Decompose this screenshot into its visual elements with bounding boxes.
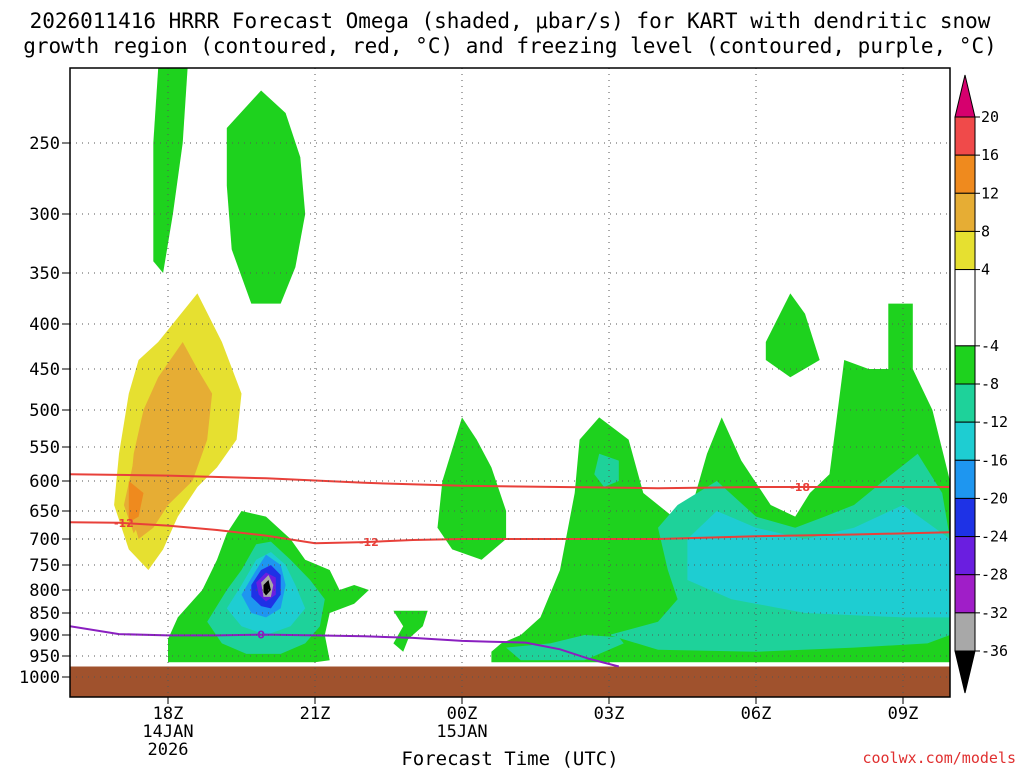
colorbar-top-triangle bbox=[954, 74, 976, 118]
omega-region-0 bbox=[153, 68, 188, 273]
colorbar-label--28: -28 bbox=[981, 566, 1008, 584]
x-tick-label-30-0: 06Z bbox=[741, 704, 772, 724]
colorbar-label--24: -24 bbox=[981, 528, 1008, 546]
y-tick-label-650: 650 bbox=[29, 502, 60, 522]
colorbar-label-8: 8 bbox=[981, 222, 990, 240]
x-tick-label-24-1: 15JAN bbox=[436, 722, 487, 742]
colorbar: 20 16 12 8 4 -4 -8 -12 -16 -20 -24 -28 -32 -36 bbox=[954, 74, 1008, 694]
colorbar-label-4: 4 bbox=[981, 261, 990, 279]
colorbar-band-5 bbox=[954, 345, 976, 385]
chart-title-line2: growth region (contoured, red, °C) and f… bbox=[23, 34, 997, 58]
ground-surface bbox=[70, 666, 950, 697]
x-tick-label-18-0: 18Z bbox=[153, 704, 184, 724]
y-tick-label-600: 600 bbox=[29, 472, 60, 492]
colorbar-bottom-triangle bbox=[954, 650, 976, 694]
colorbar-band-12 bbox=[954, 612, 976, 652]
plot-area: -18 -12 -12 0 bbox=[70, 68, 950, 697]
y-tick-label-300: 300 bbox=[29, 205, 60, 225]
y-tick-label-700: 700 bbox=[29, 530, 60, 550]
colorbar-label--8: -8 bbox=[981, 375, 999, 393]
grid-lines bbox=[69, 67, 951, 698]
colorbar-band-7 bbox=[954, 421, 976, 461]
isotherm-line-0 bbox=[70, 473, 950, 490]
y-tick-label-250: 250 bbox=[29, 134, 60, 154]
colorbar-band-6 bbox=[954, 383, 976, 423]
colorbar-band-2 bbox=[954, 192, 976, 232]
chart-title-line1: 2026011416 HRRR Forecast Omega (shaded, … bbox=[30, 9, 991, 33]
y-tick-label-500: 500 bbox=[29, 401, 60, 421]
x-tick-label-33-0: 09Z bbox=[888, 704, 919, 724]
colorbar-band-3 bbox=[954, 230, 976, 271]
y-tick-label-400: 400 bbox=[29, 315, 60, 335]
omega-region-1 bbox=[226, 90, 306, 304]
colorbar-band-4 bbox=[954, 269, 976, 347]
isotherm-label-1: -12 bbox=[114, 517, 134, 530]
y-tick-label-750: 750 bbox=[29, 556, 60, 576]
x-tick-label-27-0: 03Z bbox=[594, 704, 625, 724]
y-tick-label-850: 850 bbox=[29, 604, 60, 624]
isotherm-label-2: -12 bbox=[359, 536, 379, 549]
isotherm-label-0: -18 bbox=[790, 481, 810, 494]
y-tick-label-1000: 1000 bbox=[19, 668, 60, 688]
omega-region-15 bbox=[437, 417, 507, 560]
y-tick-label-800: 800 bbox=[29, 581, 60, 601]
x-tick-label-18-2: 2026 bbox=[148, 740, 189, 760]
colorbar-label-12: 12 bbox=[981, 184, 999, 202]
y-tick-label-550: 550 bbox=[29, 438, 60, 458]
colorbar-label--32: -32 bbox=[981, 604, 1008, 622]
omega-region-3 bbox=[128, 342, 213, 539]
colorbar-band-11 bbox=[954, 574, 976, 614]
y-tick-label-450: 450 bbox=[29, 360, 60, 380]
freezing-level-label: 0 bbox=[257, 629, 265, 642]
colorbar-band-0 bbox=[954, 116, 976, 156]
omega-region-22 bbox=[599, 590, 619, 611]
x-tick-label-21-0: 21Z bbox=[300, 704, 331, 724]
plot-frame bbox=[69, 67, 951, 698]
omega-region-13 bbox=[263, 580, 271, 596]
y-tick-label-900: 900 bbox=[29, 626, 60, 646]
colorbar-band-10 bbox=[954, 536, 976, 576]
omega-region-20 bbox=[506, 635, 624, 661]
colorbar-label-16: 16 bbox=[981, 146, 999, 164]
colorbar-band-9 bbox=[954, 497, 976, 538]
shaded-omega: -18 -12 -12 0 bbox=[70, 68, 950, 697]
colorbar-label--12: -12 bbox=[981, 413, 1008, 431]
x-tick-label-24-0: 00Z bbox=[447, 704, 478, 724]
x-tick-label-18-1: 14JAN bbox=[142, 722, 193, 742]
colorbar-label--36: -36 bbox=[981, 642, 1008, 660]
credit-link[interactable]: coolwx.com/models bbox=[862, 749, 1016, 767]
colorbar-label--16: -16 bbox=[981, 451, 1008, 469]
y-tick-label-950: 950 bbox=[29, 647, 60, 667]
y-axis: 2503003504004505005506006507007508008509… bbox=[19, 134, 70, 688]
omega-region-5 bbox=[128, 481, 144, 523]
colorbar-band-8 bbox=[954, 459, 976, 499]
colorbar-label--20: -20 bbox=[981, 489, 1008, 507]
omega-region-14 bbox=[393, 610, 428, 652]
colorbar-label--4: -4 bbox=[981, 337, 999, 355]
omega-region-18 bbox=[594, 453, 619, 487]
colorbar-band-1 bbox=[954, 154, 976, 194]
isotherm-line-1 bbox=[70, 521, 950, 545]
omega-region-17 bbox=[765, 293, 820, 378]
freezing-level-line bbox=[70, 625, 620, 668]
y-tick-label-350: 350 bbox=[29, 264, 60, 284]
x-axis-label: Forecast Time (UTC) bbox=[401, 748, 618, 768]
colorbar-label-20: 20 bbox=[981, 108, 999, 126]
